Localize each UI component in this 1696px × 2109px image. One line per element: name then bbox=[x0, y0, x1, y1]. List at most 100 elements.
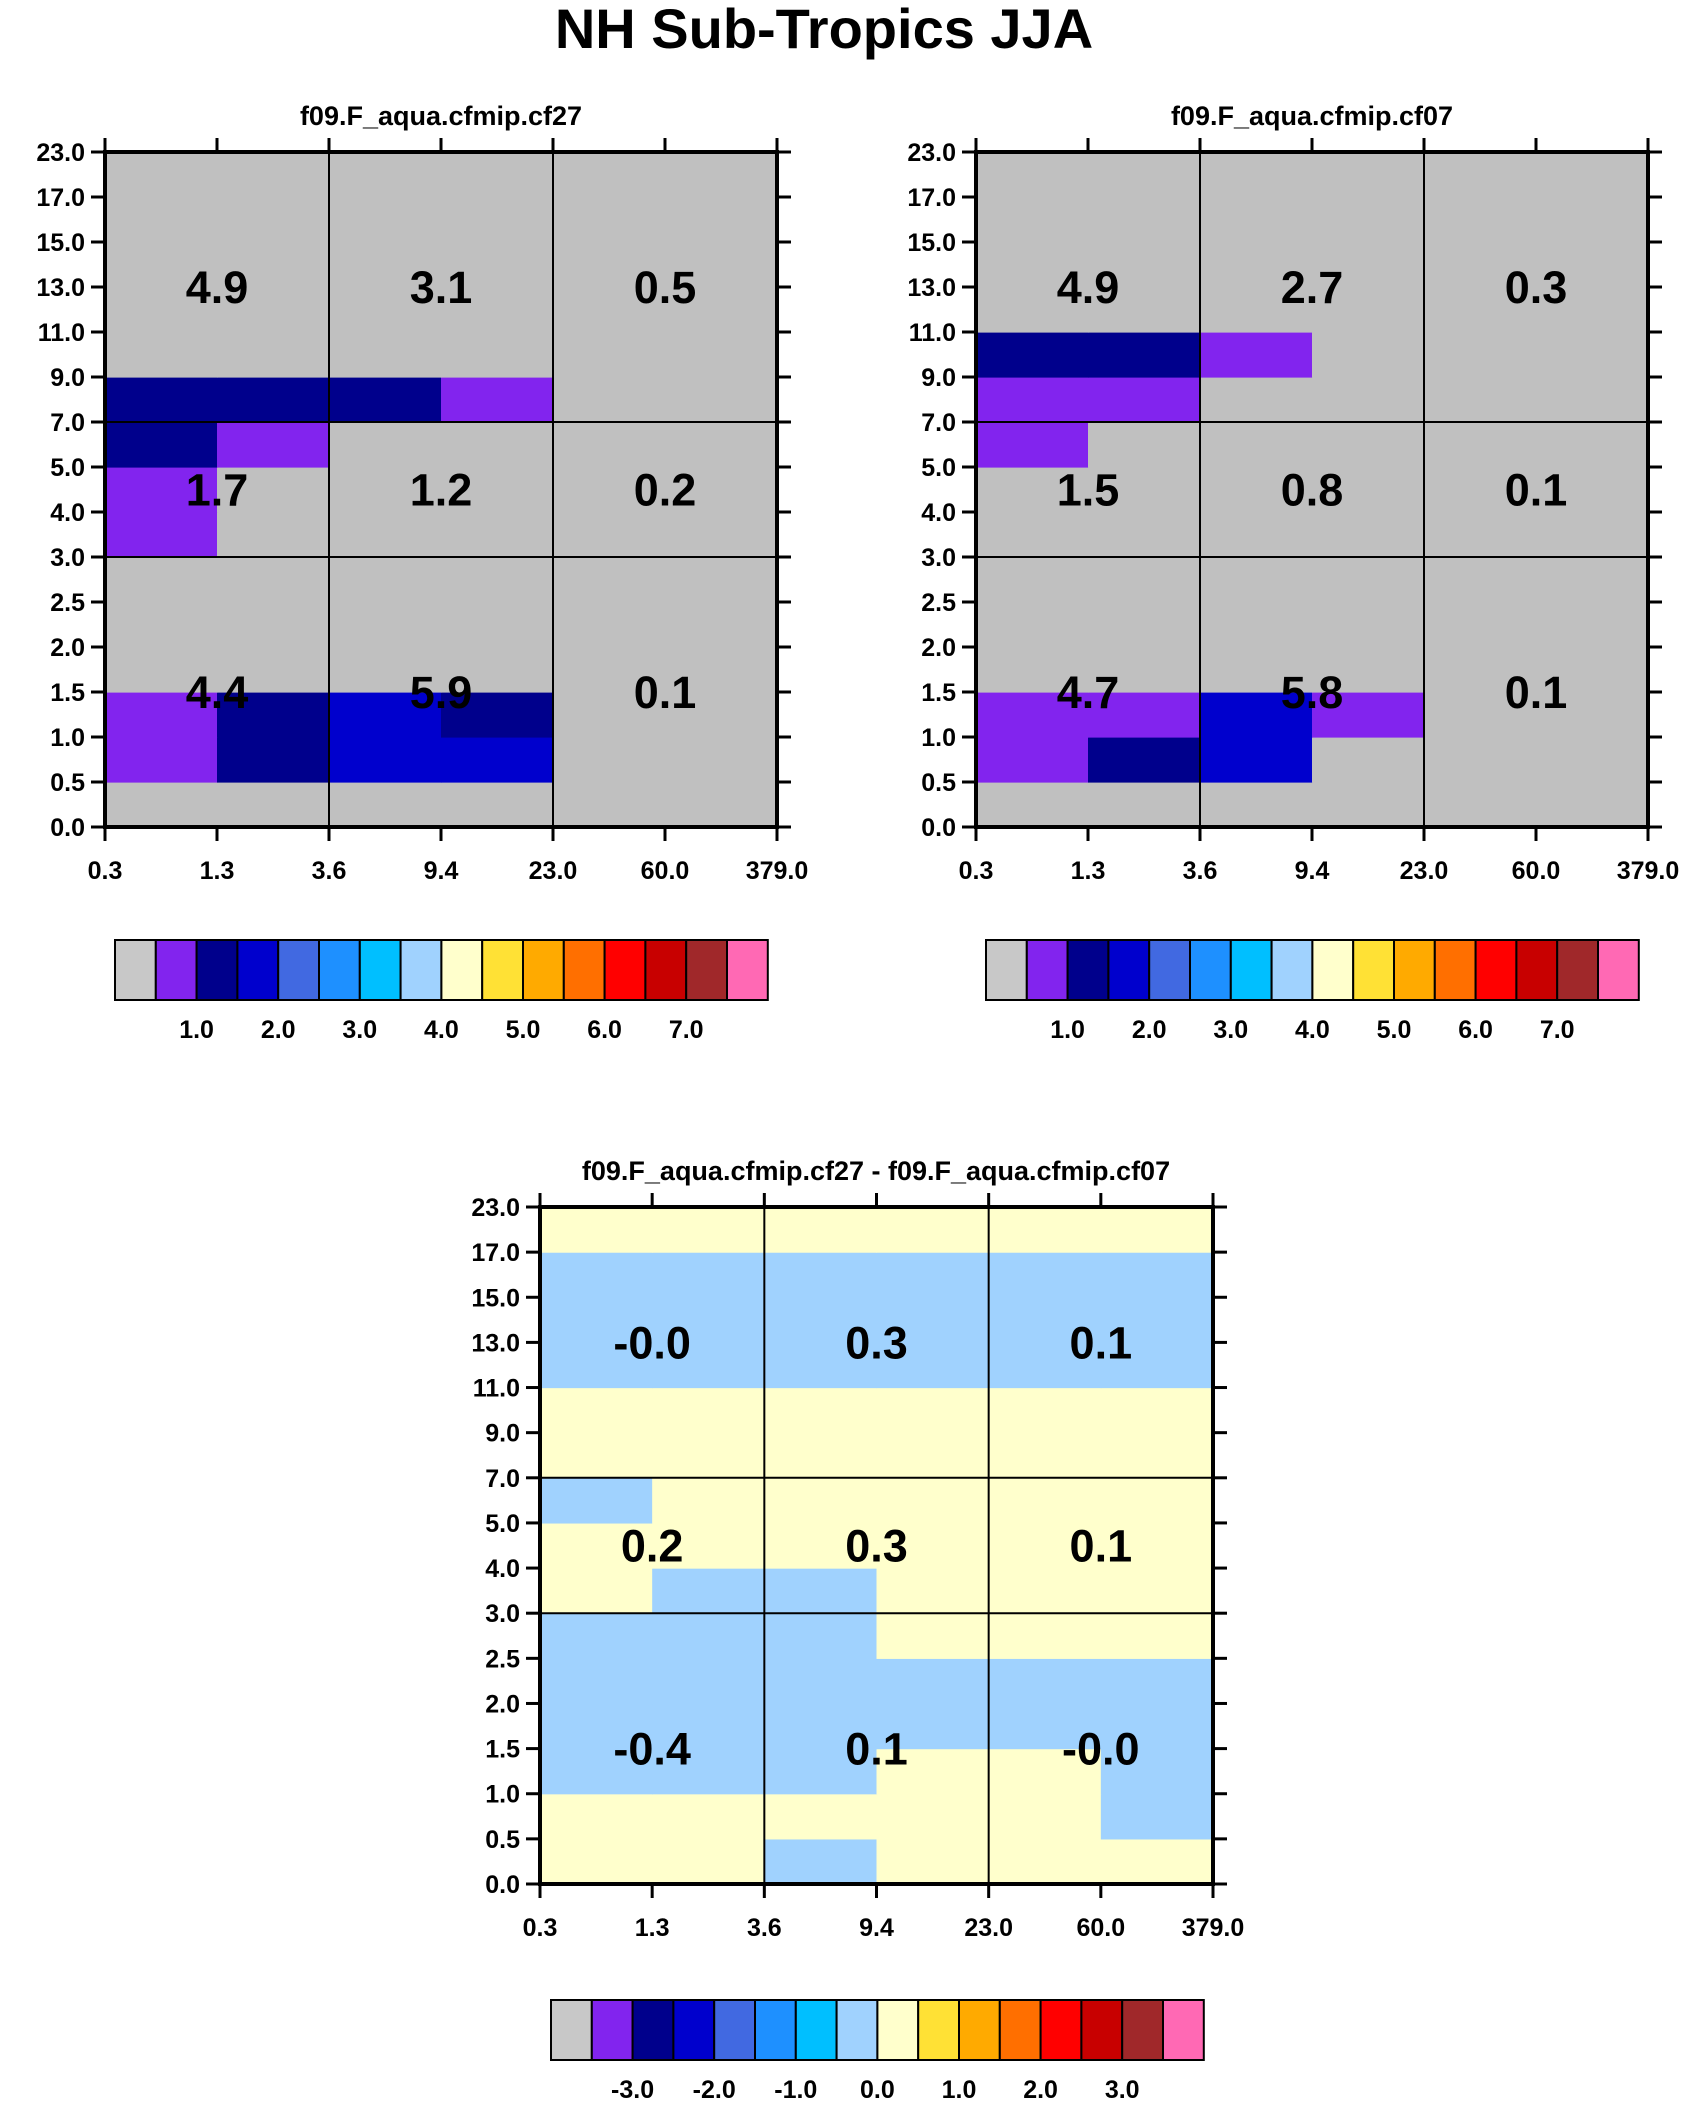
heatmap-cell bbox=[1088, 647, 1201, 693]
y-tick-label: 4.0 bbox=[50, 499, 85, 527]
x-tick-label: 379.0 bbox=[1182, 1914, 1245, 1942]
heatmap-cell bbox=[105, 557, 218, 603]
cell-value-label: 0.3 bbox=[845, 1317, 908, 1368]
heatmap-cell bbox=[1424, 422, 1537, 468]
y-tick-label: 2.5 bbox=[921, 589, 956, 617]
colorbar-swatch bbox=[726, 939, 769, 1001]
colorbar-swatch bbox=[318, 939, 361, 1001]
heatmap-cell bbox=[1312, 512, 1425, 558]
heatmap-cell bbox=[217, 467, 330, 513]
heatmap-cell bbox=[1088, 467, 1201, 513]
heatmap-cell bbox=[105, 467, 218, 513]
heatmap-cell bbox=[988, 1297, 1102, 1343]
y-tick-label: 1.5 bbox=[50, 679, 85, 707]
heatmap-cell bbox=[876, 1838, 990, 1885]
heatmap-cell bbox=[540, 1613, 653, 1659]
colorbar-swatch bbox=[1393, 939, 1436, 1001]
heatmap-cell bbox=[1088, 557, 1201, 603]
heatmap-cell bbox=[1100, 1703, 1214, 1750]
heatmap-cell bbox=[540, 1748, 653, 1795]
heatmap-cell bbox=[764, 1748, 878, 1795]
heatmap-cell bbox=[329, 647, 442, 693]
cell-value-label: 3.1 bbox=[410, 262, 473, 313]
heatmap-cell bbox=[1312, 602, 1425, 648]
colorbar-swatch bbox=[440, 939, 484, 1001]
y-tick-label: 7.0 bbox=[921, 409, 956, 437]
heatmap-cell bbox=[652, 1658, 765, 1705]
heatmap-cell bbox=[652, 1297, 765, 1343]
heatmap-cell bbox=[1424, 782, 1537, 828]
colorbar-tick-label: 1.0 bbox=[1050, 1016, 1085, 1044]
heatmap-cell bbox=[1200, 377, 1313, 423]
x-tick-label: 0.3 bbox=[523, 1914, 558, 1942]
cell-value-label: -0.0 bbox=[613, 1317, 691, 1368]
heatmap-cell bbox=[1424, 647, 1537, 693]
colorbar-cf27: 1.0 2.0 3.0 4.0 5.0 6.0 7.0 bbox=[114, 939, 769, 1044]
heatmap-cell bbox=[1312, 737, 1425, 783]
heatmap-cell bbox=[553, 467, 666, 513]
cell-value-label: 1.5 bbox=[1057, 465, 1120, 516]
y-tick-label: 13.0 bbox=[471, 1329, 520, 1357]
heatmap-cell bbox=[1088, 152, 1201, 198]
heatmap-cell bbox=[988, 1793, 1102, 1840]
y-tick-label: 23.0 bbox=[471, 1194, 520, 1222]
heatmap-cell bbox=[1424, 332, 1537, 378]
heatmap-cell bbox=[540, 1252, 653, 1298]
y-tick-label: 5.0 bbox=[485, 1510, 520, 1538]
heatmap-cell bbox=[1200, 152, 1313, 198]
y-tick-label: 2.0 bbox=[485, 1690, 520, 1718]
heatmap-cell bbox=[1536, 602, 1649, 648]
heatmap-cell bbox=[1200, 557, 1313, 603]
panel-diff: f09.F_aqua.cfmip.cf27 - f09.F_aqua.cfmip… bbox=[471, 1156, 1244, 1942]
heatmap-cell bbox=[1100, 1477, 1214, 1524]
heatmap-cell bbox=[217, 242, 330, 288]
heatmap-cell bbox=[876, 1207, 990, 1253]
heatmap-cell bbox=[652, 1838, 765, 1885]
heatmap-cell bbox=[976, 737, 1089, 783]
heatmap-cell bbox=[652, 1387, 765, 1434]
heatmap-cell bbox=[764, 1432, 878, 1479]
y-tick-label: 11.0 bbox=[909, 319, 956, 347]
colorbar-tick-label: 2.0 bbox=[1023, 2076, 1058, 2104]
colorbar-cf07: 1.0 2.0 3.0 4.0 5.0 6.0 7.0 bbox=[985, 939, 1640, 1044]
heatmap-cell bbox=[876, 1703, 990, 1750]
y-tick-label: 9.0 bbox=[485, 1420, 520, 1448]
heatmap-cell bbox=[876, 1748, 990, 1795]
colorbar-swatch bbox=[876, 1999, 920, 2061]
heatmap-cell bbox=[764, 1207, 878, 1253]
colorbar-tick-label: -1.0 bbox=[774, 2076, 817, 2104]
cell-value-label: -0.0 bbox=[1062, 1724, 1140, 1775]
colorbar-swatch bbox=[1229, 939, 1273, 1001]
heatmap-cell bbox=[764, 1613, 878, 1659]
y-tick-label: 1.5 bbox=[921, 679, 956, 707]
heatmap-cell bbox=[329, 152, 442, 198]
colorbar-tick-label: 5.0 bbox=[506, 1016, 541, 1044]
heatmap-cell bbox=[217, 287, 330, 333]
heatmap-cell bbox=[1088, 287, 1201, 333]
heatmap-cell bbox=[540, 1568, 653, 1614]
heatmap-cell bbox=[1536, 197, 1649, 243]
heatmap-cell bbox=[764, 1342, 878, 1389]
heatmap-cell bbox=[1100, 1387, 1214, 1434]
heatmap-cell bbox=[1536, 467, 1649, 513]
heatmap-cell bbox=[441, 782, 554, 828]
heatmap-cell bbox=[1200, 737, 1313, 783]
heatmap-cell bbox=[105, 737, 218, 783]
heatmap-cell bbox=[553, 152, 666, 198]
cell-value-label: 0.1 bbox=[1505, 465, 1568, 516]
heatmap-cell bbox=[976, 287, 1089, 333]
heatmap-cell bbox=[665, 332, 778, 378]
heatmap-cell bbox=[1200, 692, 1313, 738]
heatmap-cell bbox=[764, 1522, 878, 1569]
heatmap-cell bbox=[217, 152, 330, 198]
heatmap-cell bbox=[1536, 782, 1649, 828]
colorbar-swatch bbox=[998, 1999, 1042, 2061]
heatmap-cell bbox=[1088, 422, 1201, 468]
y-tick-label: 2.0 bbox=[50, 634, 85, 662]
cell-value-label: 4.9 bbox=[1057, 262, 1120, 313]
heatmap-cell bbox=[876, 1522, 990, 1569]
heatmap-cell bbox=[764, 1387, 878, 1434]
heatmap-cell bbox=[988, 1703, 1102, 1750]
y-tick-label: 9.0 bbox=[50, 364, 85, 392]
